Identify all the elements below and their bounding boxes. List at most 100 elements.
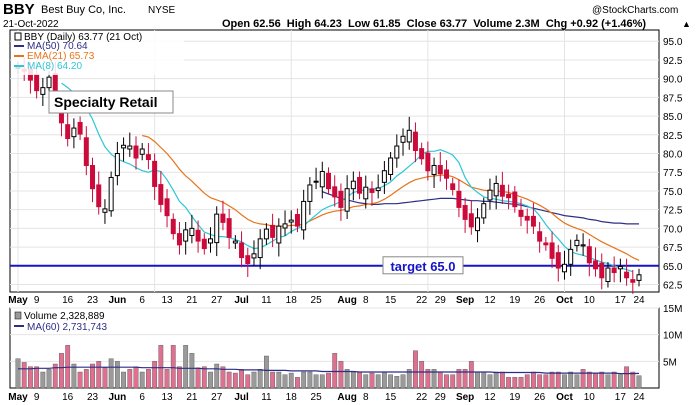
volume-bar [555,371,561,389]
volume-ma60-line [18,366,640,375]
target-label-box [382,256,464,275]
price-candle [518,198,524,227]
volume-bar [313,374,319,389]
volume-bar [481,371,487,389]
price-candle [499,171,505,205]
date-tick-label: 10 [584,295,596,306]
legend-ma8-label: MA(8) 64.20 [27,61,82,72]
price-candle [493,175,499,210]
price-candle [152,153,158,200]
company-name: Best Buy Co, Inc. [41,4,126,16]
price-candle [487,178,493,210]
volume-bar [220,366,226,389]
volume-bar [524,374,530,389]
volume-bar [139,371,145,389]
volume-bar [369,372,375,389]
volume-legend-bg [12,309,142,334]
date-tick-label: 9 [34,392,40,403]
price-candle [419,142,425,165]
price-candle [586,238,592,277]
date-tick-label: 18 [286,295,298,306]
date-tick-label: 22 [416,295,428,306]
price-candle [524,208,530,234]
price-candle [443,160,449,190]
ticker-symbol: BBY [3,1,35,18]
price-candle [164,189,170,228]
price-candle [574,234,580,252]
price-candle [71,118,77,149]
price-candle [375,174,381,199]
date-tick-label: 16 [62,295,74,306]
price-candle [450,177,456,196]
volume-bar [531,371,536,389]
price-candle [294,208,300,233]
volume-bar [251,371,257,389]
price-candle [593,247,599,277]
price-candle [208,227,214,253]
price-candle [251,240,257,266]
price-candle [381,161,387,194]
volume-bar [487,374,493,389]
volume-bar [400,374,406,389]
date-tick-label: 29 [435,295,447,306]
volume-bar [636,375,642,389]
volume-bar [77,371,83,389]
volume-bar [574,374,580,389]
date-tick-label: 15 [385,392,397,403]
volume-bar [170,345,176,389]
volume-bar [146,369,151,389]
date-tick-label: 11 [261,392,272,403]
price-candle [555,244,561,282]
price-candle [537,222,543,253]
volume-ma-legend-label: MA(60) 2,731,743 [27,322,107,333]
volume-bar [276,371,282,389]
volume-bar [301,371,307,389]
date-tick-label: Oct [556,295,573,306]
price-candle [176,222,182,255]
date-tick-label: 17 [615,392,627,403]
price-candle [145,143,151,170]
volume-bar [158,345,164,389]
date-tick-label: 9 [34,295,40,306]
price-tick-label: 90.0 [663,75,683,86]
date-axis-top: May 9 16 23 Jun 6 13 21 27 Jul 11 18 25 Aug 8 15 22 29 Sep… [8,295,645,306]
date-tick-label: 29 [435,392,447,403]
date-tick-label: Oct [556,392,573,403]
volume-bar [114,361,120,389]
ma50-series [322,191,639,225]
quote-date: 21-Oct-2022 [3,19,59,30]
date-tick-label: 12 [484,392,496,403]
volume-bar [282,374,288,389]
volume-bar [108,358,114,389]
date-tick-label: 17 [615,295,627,306]
volume-bar [189,353,195,389]
price-candle [108,171,114,217]
volume-bar [344,369,350,389]
date-tick-label: 27 [211,295,223,306]
volume-bar [21,362,27,389]
price-candle [468,200,474,235]
volume-bar [406,369,412,389]
price-tick-label: 92.5 [663,56,683,67]
quote-summary: Open 62.56 High 64.23 Low 61.85 Close 63… [222,18,646,30]
volume-bar [580,369,586,389]
volume-bar [127,369,133,389]
volume-bar [295,377,300,389]
price-candle [232,235,238,249]
price-candle [319,161,325,199]
volume-bar [83,369,89,389]
volume-bar [475,371,480,389]
price-tick-label: 67.5 [663,243,683,254]
volume-bar [307,371,313,389]
price-candle [245,247,251,278]
price-tick-label: 85.0 [663,112,683,123]
volume-tick-label: 15M [663,304,682,315]
price-candle [506,184,512,210]
date-tick-label: 21 [186,295,198,306]
price-candle [412,122,418,163]
volume-bar [419,361,425,389]
ema21-line [142,134,640,261]
volume-bar [90,363,95,389]
price-candle [201,233,207,255]
